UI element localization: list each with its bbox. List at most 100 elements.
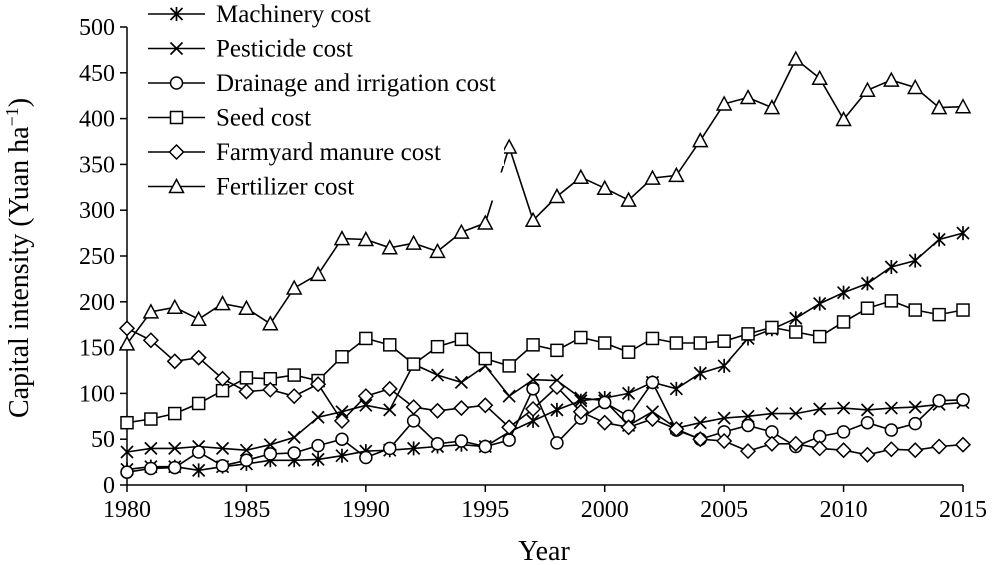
data-point <box>859 446 876 463</box>
data-point <box>908 400 922 414</box>
data-point <box>811 69 828 86</box>
y-axis-title: Capital intensity (Yuan ha−1) <box>2 98 35 418</box>
data-point <box>930 99 948 115</box>
data-point <box>692 132 709 148</box>
data-point <box>787 50 805 66</box>
data-point <box>645 375 660 390</box>
series-x <box>120 357 970 459</box>
data-point <box>453 399 470 417</box>
data-point <box>430 437 445 451</box>
data-point <box>454 332 469 347</box>
x-tick-label: 1995 <box>461 497 509 523</box>
data-point <box>884 259 898 274</box>
data-point <box>597 336 612 350</box>
y-tick-label: 250 <box>79 244 115 270</box>
data-point <box>524 211 542 228</box>
data-point <box>836 425 851 439</box>
data-point <box>382 441 397 456</box>
series-diamond <box>118 320 972 463</box>
series-square <box>120 294 970 430</box>
data-point <box>144 412 158 426</box>
data-point <box>311 452 325 467</box>
data-point <box>596 179 613 195</box>
data-point <box>932 393 946 408</box>
data-point <box>478 351 493 366</box>
data-point <box>405 399 422 416</box>
data-point <box>357 388 374 405</box>
data-point <box>908 303 922 317</box>
data-point <box>120 415 134 430</box>
y-tick-label: 200 <box>79 290 115 316</box>
data-point <box>335 448 349 463</box>
data-point <box>763 435 780 452</box>
x-tick-label: 2010 <box>820 497 868 523</box>
data-point <box>860 301 875 315</box>
data-point <box>574 391 588 405</box>
data-point <box>956 393 970 407</box>
data-point <box>550 402 564 417</box>
data-point <box>524 400 542 418</box>
x-axis-title: Year <box>518 536 570 565</box>
data-point <box>956 303 970 317</box>
data-point <box>311 410 325 424</box>
data-point <box>669 381 683 396</box>
data-point <box>501 419 518 436</box>
y-tick-label: 400 <box>79 107 115 133</box>
data-point <box>813 296 827 311</box>
data-point <box>333 230 351 246</box>
data-point <box>192 463 206 478</box>
data-point <box>717 334 731 348</box>
data-point <box>118 335 136 351</box>
data-point <box>286 388 303 405</box>
legend-item: Seed cost <box>144 103 504 132</box>
data-point <box>620 419 637 436</box>
data-point <box>763 99 781 115</box>
data-point <box>285 279 303 295</box>
data-point <box>238 299 255 315</box>
data-point <box>860 415 875 430</box>
data-point <box>884 294 899 308</box>
data-point <box>287 368 301 382</box>
y-tick-label: 500 <box>79 15 115 41</box>
data-point <box>142 303 160 319</box>
data-point <box>526 382 540 396</box>
legend-label: Drainage and irrigation cost <box>216 70 496 97</box>
legend-label: Machinery cost <box>216 1 371 28</box>
data-point <box>190 349 207 366</box>
data-point <box>789 325 803 339</box>
data-point <box>548 187 566 204</box>
data-point <box>166 298 184 315</box>
data-point <box>429 242 446 259</box>
data-point <box>430 368 445 382</box>
data-point <box>836 401 851 415</box>
x-tick-label: 2000 <box>581 497 629 523</box>
data-point <box>859 81 876 97</box>
x-tick-label: 1985 <box>222 497 270 523</box>
data-point <box>835 110 852 127</box>
data-point <box>644 169 661 185</box>
data-point <box>477 214 494 230</box>
data-point <box>335 432 349 446</box>
data-point <box>906 78 924 95</box>
x-tick-label: 2005 <box>700 497 748 523</box>
data-point <box>884 401 898 415</box>
data-point <box>883 441 900 458</box>
data-point <box>239 443 254 457</box>
data-point <box>741 327 755 341</box>
data-point <box>693 336 708 350</box>
legend-item: Fertilizer cost <box>144 172 504 201</box>
x-tick-label: 1980 <box>103 497 151 523</box>
data-point <box>120 465 134 479</box>
data-point <box>692 431 709 448</box>
data-point <box>168 460 182 475</box>
data-point <box>813 402 827 416</box>
data-point <box>860 403 875 417</box>
data-point <box>263 447 278 461</box>
data-point <box>454 375 469 390</box>
data-point <box>883 71 900 87</box>
x-tick-label: 1990 <box>342 497 390 523</box>
data-point <box>526 338 540 352</box>
data-point <box>407 441 421 456</box>
data-point <box>739 88 757 105</box>
data-point <box>168 441 182 455</box>
